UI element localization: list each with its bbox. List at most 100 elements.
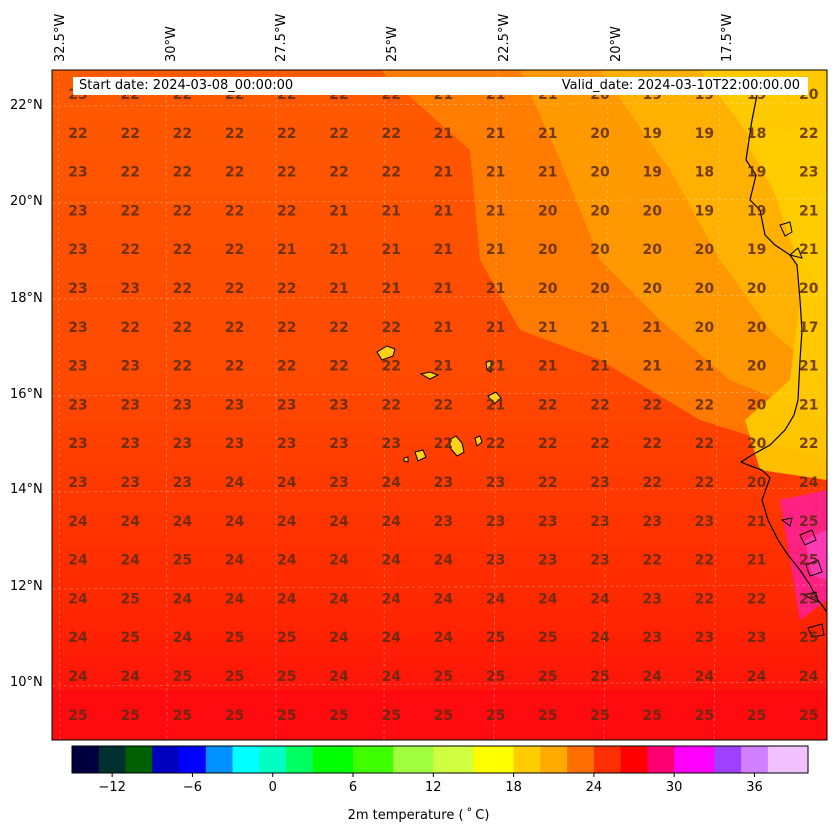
colorbar-swatch <box>259 746 274 773</box>
grid-value-6-1: 22 <box>120 320 139 336</box>
grid-value-11-12: 23 <box>695 514 714 530</box>
colorbar-swatch <box>660 746 675 773</box>
colorbar-swatch <box>219 746 234 773</box>
lon-label-27-5w: 27.5°W <box>274 13 289 62</box>
grid-value-12-7: 24 <box>434 553 454 569</box>
colorbar-swatch <box>433 746 448 773</box>
grid-value-2-10: 20 <box>590 165 610 181</box>
grid-value-12-9: 23 <box>538 553 557 569</box>
grid-value-16-12: 25 <box>695 708 714 724</box>
grid-value-9-2: 23 <box>173 436 192 452</box>
grid-value-4-11: 20 <box>642 242 662 258</box>
grid-value-15-13: 24 <box>747 669 767 685</box>
temperature-field <box>52 70 827 740</box>
grid-value-1-6: 22 <box>381 126 400 142</box>
colorbar-swatch <box>112 746 127 773</box>
cape-verde-islands <box>376 345 502 463</box>
grid-value-14-11: 23 <box>642 630 661 646</box>
grid-value-1-13: 18 <box>747 126 766 142</box>
colorbar-swatch <box>245 746 260 773</box>
grid-value-4-10: 20 <box>590 242 610 258</box>
grid-value-11-3: 24 <box>225 514 245 530</box>
grid-value-2-5: 22 <box>329 165 348 181</box>
grid-value-4-4: 21 <box>277 242 296 258</box>
grid-value-2-1: 22 <box>120 165 139 181</box>
grid-value-3-13: 19 <box>747 203 766 219</box>
grid-value-16-11: 25 <box>642 708 661 724</box>
grid-value-13-11: 23 <box>642 591 661 607</box>
colorbar-swatch <box>620 746 635 773</box>
grid-value-3-14: 21 <box>799 203 818 219</box>
colorbar-swatch <box>393 746 408 773</box>
grid-value-14-0: 24 <box>68 630 88 646</box>
grid-value-3-11: 20 <box>642 203 662 219</box>
grid-value-3-5: 21 <box>329 203 348 219</box>
grid-value-10-13: 20 <box>747 475 767 491</box>
grid-value-3-9: 20 <box>538 203 558 219</box>
grid-value-13-9: 24 <box>538 591 558 607</box>
grid-value-14-12: 23 <box>695 630 714 646</box>
grid-value-7-8: 21 <box>486 359 505 375</box>
grid-value-7-1: 23 <box>120 359 139 375</box>
colorbar-swatch <box>473 746 488 773</box>
grid-value-1-14: 22 <box>799 126 818 142</box>
lat-label-14n: 14°N <box>10 482 43 497</box>
grid-value-5-11: 20 <box>642 281 662 297</box>
grid-value-7-13: 20 <box>747 359 767 375</box>
africa-coastline <box>739 94 827 613</box>
grid-value-1-11: 19 <box>642 126 661 142</box>
grid-value-8-6: 22 <box>381 397 400 413</box>
colorbar-swatch <box>312 746 327 773</box>
colorbar-swatch <box>353 746 367 773</box>
grid-value-9-12: 22 <box>695 436 714 452</box>
grid-value-15-11: 24 <box>642 669 662 685</box>
grid-value-7-0: 23 <box>68 359 87 375</box>
grid-value-11-5: 24 <box>329 514 349 530</box>
grid-value-9-5: 23 <box>329 436 348 452</box>
colorbar-swatch <box>379 746 394 773</box>
grid-value-9-1: 23 <box>120 436 139 452</box>
grid-value-3-1: 22 <box>120 203 139 219</box>
grid-value-16-14: 25 <box>799 708 818 724</box>
lon-label-30w: 30°W <box>164 26 179 62</box>
grid-value-2-13: 19 <box>747 165 766 181</box>
colorbar-swatch <box>634 746 649 773</box>
grid-value-10-12: 22 <box>695 475 714 491</box>
grid-value-2-7: 21 <box>434 165 453 181</box>
colorbar-swatch <box>339 746 354 773</box>
grid-value-13-13: 22 <box>747 591 766 607</box>
colorbar-swatch <box>192 746 207 773</box>
grid-value-7-4: 22 <box>277 359 296 375</box>
grid-value-1-3: 22 <box>225 126 244 142</box>
grid-value-14-1: 25 <box>120 630 139 646</box>
grid-value-4-5: 21 <box>329 242 348 258</box>
grid-value-4-9: 20 <box>538 242 558 258</box>
grid-value-13-1: 25 <box>120 591 139 607</box>
grid-value-10-9: 22 <box>538 475 557 491</box>
colorbar-tick-label: 6 <box>349 780 357 795</box>
grid-value-7-9: 21 <box>538 359 557 375</box>
grid-value-16-5: 25 <box>329 708 348 724</box>
colorbar-tick-label: 18 <box>505 780 522 795</box>
grid-value-1-1: 22 <box>120 126 139 142</box>
grid-value-10-10: 23 <box>590 475 609 491</box>
grid-value-13-14: 25 <box>799 591 818 607</box>
grid-value-3-8: 21 <box>486 203 505 219</box>
grid-value-15-7: 25 <box>434 669 453 685</box>
lat-label-20n: 20°N <box>10 194 43 209</box>
grid-value-13-7: 24 <box>434 591 454 607</box>
lon-label-22-5w: 22.5°W <box>497 13 512 62</box>
grid-value-15-8: 25 <box>486 669 505 685</box>
colorbar-swatch <box>179 746 194 773</box>
grid-value-16-6: 25 <box>381 708 400 724</box>
grid-value-9-4: 23 <box>277 436 296 452</box>
grid-value-12-14: 25 <box>799 553 818 569</box>
grid-value-16-3: 25 <box>225 708 244 724</box>
colorbar-swatch <box>85 746 100 773</box>
valid-date-label: Valid_date: 2024-03-10T22:00:00.00 <box>561 78 800 93</box>
grid-value-13-0: 24 <box>68 591 88 607</box>
grid-value-12-3: 24 <box>225 553 245 569</box>
colorbar-swatch <box>700 746 715 773</box>
grid-value-1-9: 21 <box>538 126 557 142</box>
